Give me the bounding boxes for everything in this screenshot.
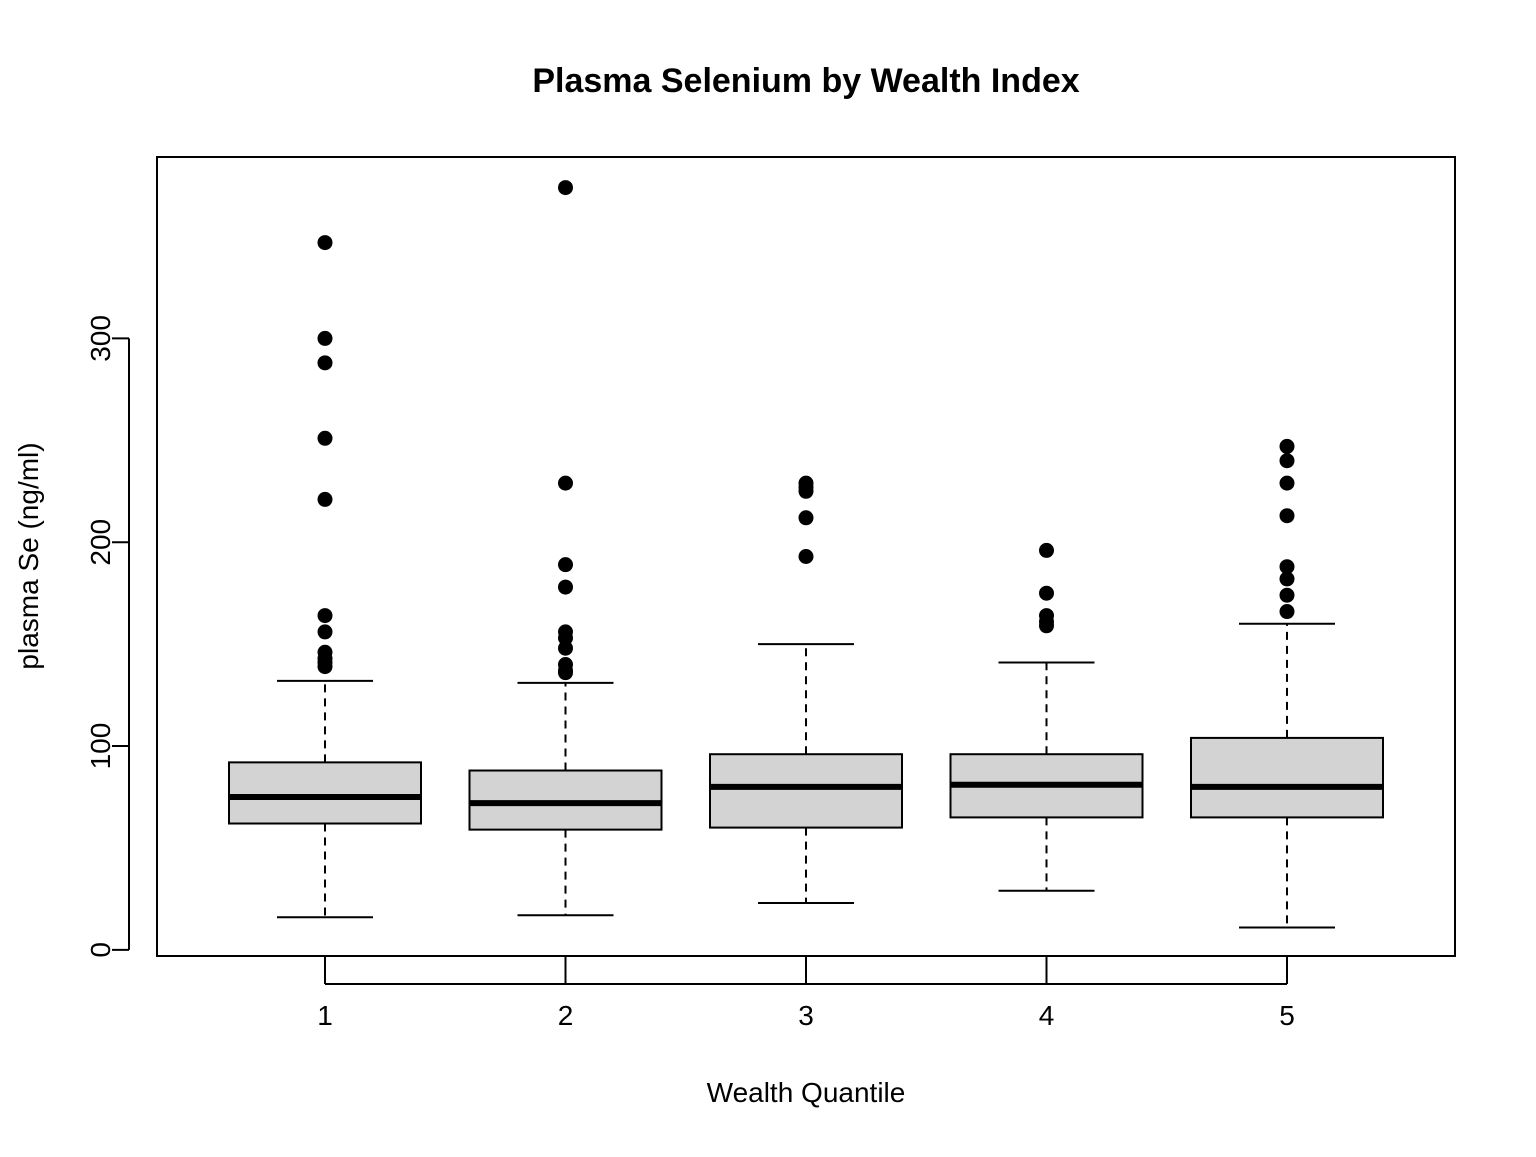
x-tick-label: 3 [798, 1000, 814, 1031]
outlier-point [317, 491, 333, 507]
outlier-point [558, 665, 573, 681]
y-tick-label: 0 [85, 942, 116, 958]
box-group-3 [709, 475, 903, 905]
outlier-point [798, 549, 814, 564]
outlier-point [1279, 604, 1295, 620]
x-tick-label: 4 [1039, 1000, 1055, 1031]
outlier-point [558, 579, 573, 595]
outlier-point [798, 510, 814, 526]
x-tick-label: 5 [1279, 1000, 1295, 1031]
box-iqr [1190, 736, 1384, 819]
box-group-2 [468, 180, 663, 917]
outlier-point [317, 330, 333, 346]
plot-layer: 0 100 200 300 1 2 3 4 5 [85, 180, 1384, 1031]
outlier-point [558, 475, 573, 491]
y-tick-label: 300 [85, 315, 116, 362]
outlier-point [1039, 618, 1054, 634]
y-tick-label: 200 [85, 519, 116, 566]
outlier-point [1279, 587, 1295, 603]
y-axis: 0 100 200 300 [85, 315, 130, 958]
x-tick-label: 1 [317, 1000, 333, 1031]
chart-title: Plasma Selenium by Wealth Index [532, 62, 1079, 100]
box-group-5 [1190, 438, 1384, 929]
outlier-point [317, 659, 333, 675]
outlier-point [558, 557, 573, 573]
outlier-point [558, 640, 573, 656]
outlier-point [1279, 438, 1295, 454]
outlier-point [317, 430, 333, 446]
outlier-point [1279, 571, 1295, 587]
outlier-point [317, 235, 333, 251]
x-tick-label: 2 [558, 1000, 574, 1031]
y-axis-label: plasma Se (ng/ml) [13, 442, 44, 669]
outlier-point [317, 608, 333, 624]
outlier-point [1279, 475, 1295, 491]
outlier-point [558, 180, 573, 196]
box-group-4 [949, 542, 1144, 892]
outlier-point [1039, 542, 1054, 558]
outlier-point [1279, 453, 1295, 469]
outlier-point [1039, 585, 1054, 601]
y-tick-label: 100 [85, 723, 116, 770]
box-iqr [709, 753, 903, 829]
outlier-point [1279, 559, 1295, 575]
box-iqr [228, 761, 422, 825]
box-group-1 [228, 235, 422, 919]
outlier-point [317, 355, 333, 371]
outlier-point [317, 624, 333, 640]
outlier-point [1279, 508, 1295, 524]
box-iqr [468, 769, 663, 831]
outlier-point [798, 483, 814, 499]
x-axis-label: Wealth Quantile [707, 1077, 906, 1108]
x-axis: 1 2 3 4 5 [317, 956, 1295, 1031]
